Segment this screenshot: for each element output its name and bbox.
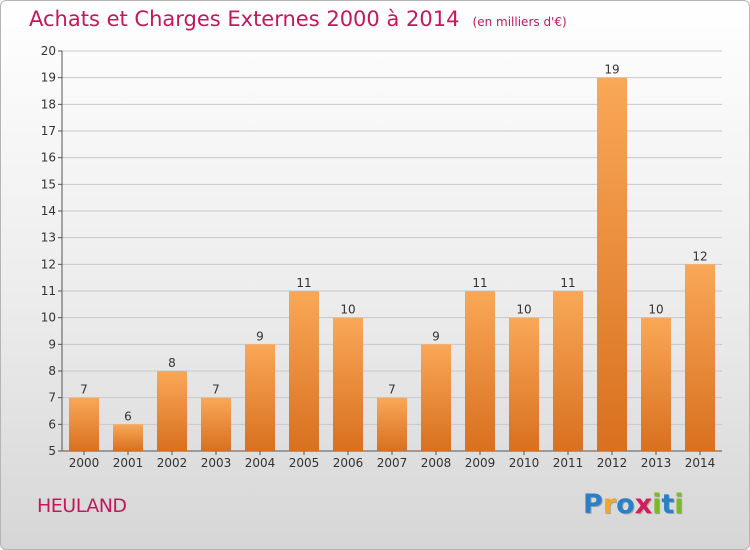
- x-tick-label: 2000: [69, 456, 100, 470]
- x-tick-label: 2002: [157, 456, 188, 470]
- data-label: 10: [648, 303, 663, 317]
- y-tick-label: 13: [41, 231, 56, 245]
- data-label: 19: [604, 63, 619, 77]
- y-tick-label: 9: [48, 337, 56, 351]
- place-name: HEULAND: [37, 495, 127, 517]
- x-tick-label: 2003: [201, 456, 232, 470]
- logo-letter: o: [616, 489, 635, 520]
- bar: [509, 317, 539, 451]
- data-label: 7: [80, 383, 88, 397]
- data-label: 10: [516, 303, 531, 317]
- x-tick-label: 2008: [421, 456, 452, 470]
- logo-letter: i: [674, 489, 684, 520]
- bars: [69, 77, 715, 452]
- y-tick-label: 17: [41, 124, 56, 138]
- x-tick-label: 2007: [377, 456, 408, 470]
- bar: [113, 424, 143, 451]
- bar: [377, 397, 407, 451]
- logo-letter: t: [661, 489, 675, 520]
- logo-letter: i: [652, 489, 662, 520]
- y-tick-label: 12: [41, 257, 56, 271]
- y-tick-label: 15: [41, 177, 56, 191]
- x-tick-label: 2009: [465, 456, 496, 470]
- y-tick-label: 7: [48, 391, 56, 405]
- data-label: 11: [296, 276, 311, 290]
- bar: [289, 291, 319, 451]
- y-tick-label: 16: [41, 151, 56, 165]
- logo-letter: r: [602, 489, 617, 520]
- x-tick-label: 2014: [685, 456, 716, 470]
- y-tick-label: 10: [41, 311, 56, 325]
- bar: [333, 317, 363, 451]
- bar: [69, 397, 99, 451]
- bar: [465, 291, 495, 451]
- data-label: 11: [472, 276, 487, 290]
- data-label: 7: [388, 383, 396, 397]
- data-label: 9: [432, 329, 440, 343]
- proxiti-logo: Proxiti: [583, 489, 684, 520]
- data-label: 6: [124, 409, 132, 423]
- x-tick-label: 2011: [553, 456, 584, 470]
- y-tick-label: 6: [48, 417, 56, 431]
- bar: [553, 291, 583, 451]
- y-tick-label: 5: [48, 444, 56, 458]
- bar: [157, 371, 187, 451]
- y-tick-label: 20: [41, 44, 56, 58]
- data-label: 11: [560, 276, 575, 290]
- y-tick-label: 11: [41, 284, 56, 298]
- title-text: Achats et Charges Externes 2000 à 2014: [29, 7, 460, 31]
- bar: [201, 397, 231, 451]
- bar: [685, 264, 715, 451]
- data-label: 10: [340, 303, 355, 317]
- x-tick-label: 2010: [509, 456, 540, 470]
- bar: [641, 317, 671, 451]
- x-tick-label: 2001: [113, 456, 144, 470]
- data-label: 8: [168, 356, 176, 370]
- x-tick-label: 2004: [245, 456, 276, 470]
- data-label: 7: [212, 383, 220, 397]
- bar: [245, 344, 275, 451]
- x-tick-label: 2013: [641, 456, 672, 470]
- chart-title: Achats et Charges Externes 2000 à 2014 (…: [29, 7, 567, 31]
- x-tick-label: 2012: [597, 456, 628, 470]
- bar: [597, 77, 627, 452]
- logo-letter: P: [583, 489, 603, 520]
- y-tick-label: 14: [41, 204, 56, 218]
- y-tick-label: 19: [41, 71, 56, 85]
- axes: 5 6 7 8 9 10 11 12 13 14 15 16 17 18 19 20: [41, 44, 722, 458]
- bar: [421, 344, 451, 451]
- x-tick-label: 2006: [333, 456, 364, 470]
- labels: 7 2000 6 2001 8 2002 7 2003 9 2004 11 2005 10 2006 7 20…: [69, 63, 716, 470]
- y-tick-label: 18: [41, 97, 56, 111]
- data-label: 12: [692, 249, 707, 263]
- unit-label: (en milliers d'€): [472, 15, 567, 29]
- data-label: 9: [256, 329, 264, 343]
- y-tick-label: 8: [48, 364, 56, 378]
- x-tick-label: 2005: [289, 456, 320, 470]
- logo-letter: x: [634, 489, 653, 520]
